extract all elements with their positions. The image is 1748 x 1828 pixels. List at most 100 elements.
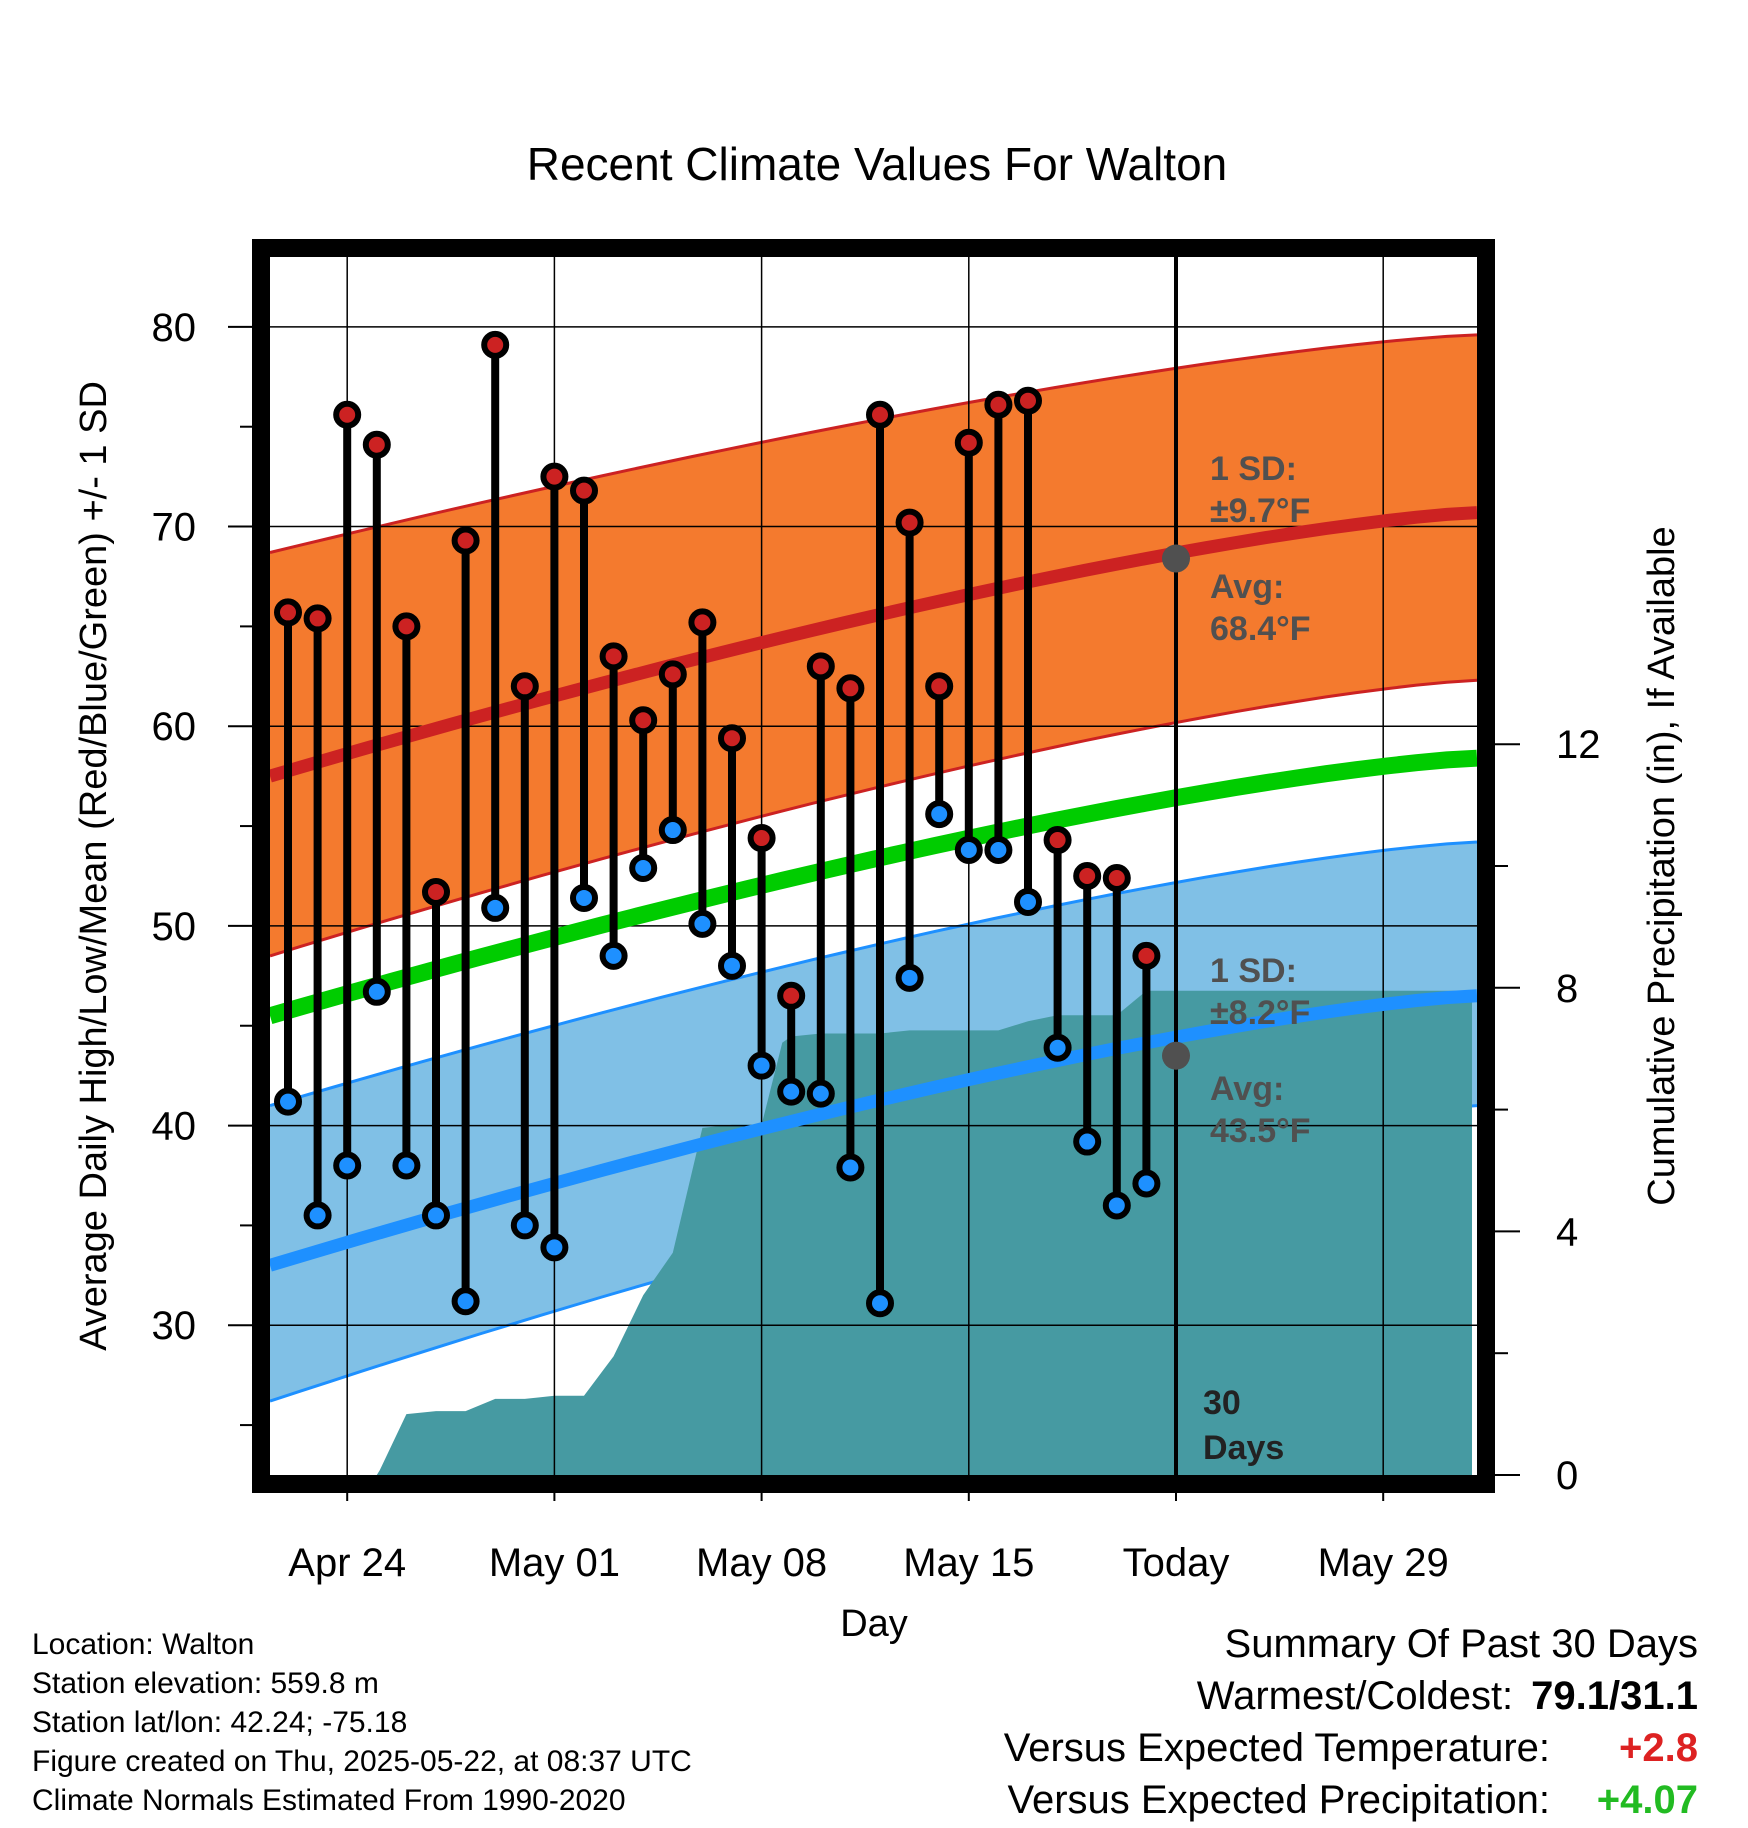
daily-low-point-1: [274, 1087, 302, 1116]
daily-high-point-5: [392, 612, 421, 641]
low-sd-value: ±8.2°F: [1210, 994, 1310, 1032]
summary-warmest-row: Warmest/Coldest: 79.1/31.1: [1004, 1670, 1698, 1722]
daily-high-point-15: [688, 608, 717, 637]
daily-low-point-22: [895, 963, 924, 992]
low-avg-value: 43.5°F: [1210, 1112, 1311, 1150]
high-sd-value: ±9.7°F: [1210, 492, 1310, 530]
x-tick-label-5: May 29: [1318, 1541, 1449, 1585]
daily-high-point-21: [866, 400, 894, 429]
daily-low-point-20: [836, 1153, 865, 1182]
daily-low-point-25: [984, 836, 1013, 865]
normals-text: Climate Normals Estimated From 1990-2020: [32, 1784, 626, 1817]
daily-low-point-16: [718, 951, 746, 980]
daily-high-point-6: [422, 877, 450, 906]
daily-low-point-26: [1014, 887, 1042, 916]
y2-tick-label-4: 4: [1556, 1210, 1578, 1254]
daily-high-point-28: [1073, 861, 1102, 890]
y-tick-label-80: 80: [152, 306, 197, 350]
daily-low-point-29: [1102, 1191, 1131, 1220]
daily-low-point-24: [954, 836, 983, 865]
daily-high-point-19: [806, 652, 835, 681]
latlon-text: Station lat/lon: 42.24; -75.18: [32, 1706, 408, 1739]
daily-high-point-1: [274, 598, 302, 627]
daily-low-point-10: [540, 1233, 569, 1262]
daily-high-point-9: [510, 672, 539, 701]
low-sd-band-upper-edge: [269, 840, 1478, 1108]
daily-low-point-13: [629, 853, 658, 882]
x-axis-title: Day: [840, 1603, 908, 1645]
daily-high-point-12: [599, 642, 628, 671]
daily-high-point-3: [333, 400, 362, 429]
daily-low-point-14: [658, 816, 687, 845]
daily-low-point-21: [866, 1289, 894, 1318]
summary-temp-row: Versus Expected Temperature: +2.8: [1004, 1722, 1698, 1774]
daily-high-point-17: [747, 824, 776, 853]
y-tick-label-60: 60: [152, 705, 197, 749]
daily-high-point-14: [658, 660, 687, 689]
daily-high-point-2: [303, 604, 332, 633]
mean-normal-line: [267, 749, 1478, 1024]
daily-low-point-3: [333, 1151, 362, 1180]
x-tick-label-1: May 01: [489, 1541, 620, 1585]
daily-low-point-9: [510, 1211, 539, 1240]
y-axis-title: Average Daily High/Low/Mean (Red/Blue/Gr…: [73, 381, 115, 1351]
summary-panel: Summary Of Past 30 Days Warmest/Coldest:…: [1004, 1618, 1698, 1826]
daily-high-point-22: [895, 508, 924, 537]
plot-frame: [252, 239, 1495, 1493]
location-text: Location: Walton: [32, 1628, 255, 1661]
daily-low-point-8: [481, 893, 510, 922]
precip-value: +4.07: [1596, 1778, 1698, 1822]
temp-value: +2.8: [1619, 1726, 1698, 1770]
y-tick-label-40: 40: [152, 1105, 197, 1149]
daily-high-point-7: [451, 526, 480, 555]
daily-high-point-4: [362, 430, 391, 459]
daily-high-point-8: [481, 330, 510, 359]
precip-label: Versus Expected Precipitation:: [1007, 1778, 1550, 1822]
daily-high-point-29: [1102, 863, 1131, 892]
daily-high-point-30: [1132, 941, 1161, 970]
daily-high-point-25: [984, 390, 1013, 419]
daily-low-point-23: [925, 800, 954, 829]
daily-low-point-11: [570, 883, 598, 912]
low-avg-label: Avg:: [1210, 1070, 1284, 1108]
daily-high-point-27: [1043, 826, 1072, 855]
daily-high-point-26: [1014, 386, 1042, 415]
daily-low-point-15: [688, 909, 717, 938]
high-sd-band-lower-edge: [269, 678, 1478, 958]
daily-low-point-4: [362, 977, 391, 1006]
daily-low-point-17: [747, 1051, 776, 1080]
today-high-avg-marker: [1162, 544, 1190, 573]
today-low-avg-marker: [1162, 1041, 1190, 1070]
daily-high-point-11: [570, 476, 598, 505]
high-avg-label: Avg:: [1210, 568, 1284, 606]
daily-low-point-19: [806, 1079, 835, 1108]
daily-low-point-12: [599, 941, 628, 970]
days-label: Days: [1203, 1429, 1284, 1467]
daily-high-point-18: [777, 981, 806, 1010]
daily-range-bars: [274, 330, 1161, 1318]
days-count: 30: [1203, 1384, 1241, 1422]
y2-tick-label-12: 12: [1556, 723, 1601, 767]
today-line: [1162, 257, 1190, 1475]
daily-low-point-30: [1132, 1169, 1161, 1198]
daily-low-point-2: [303, 1201, 332, 1230]
y2-axis-title: Cumulative Precipitation (in), If Availa…: [1641, 526, 1683, 1205]
station-info: Location: Walton Station elevation: 559.…: [32, 1625, 692, 1820]
daily-high-point-23: [925, 672, 954, 701]
summary-precip-row: Versus Expected Precipitation: +4.07: [1004, 1774, 1698, 1826]
created-text: Figure created on Thu, 2025-05-22, at 08…: [32, 1745, 692, 1778]
grid-lines: [270, 257, 1477, 1475]
y-tick-label-50: 50: [152, 905, 197, 949]
normal-lines: [267, 506, 1478, 1272]
daily-low-point-28: [1073, 1127, 1102, 1156]
x-tick-label-4: Today: [1123, 1541, 1230, 1585]
daily-high-point-13: [629, 706, 658, 735]
daily-high-point-16: [718, 724, 746, 753]
chart-title: Recent Climate Values For Walton: [527, 138, 1228, 190]
y-tick-label-70: 70: [152, 506, 197, 550]
high-normal-line: [268, 506, 1478, 783]
plot-area: 1 SD: ±9.7°F Avg: 68.4°F 1 SD: ±8.2°F Av…: [252, 239, 1495, 1493]
daily-low-point-27: [1043, 1033, 1072, 1062]
x-tick-label-3: May 15: [903, 1541, 1034, 1585]
